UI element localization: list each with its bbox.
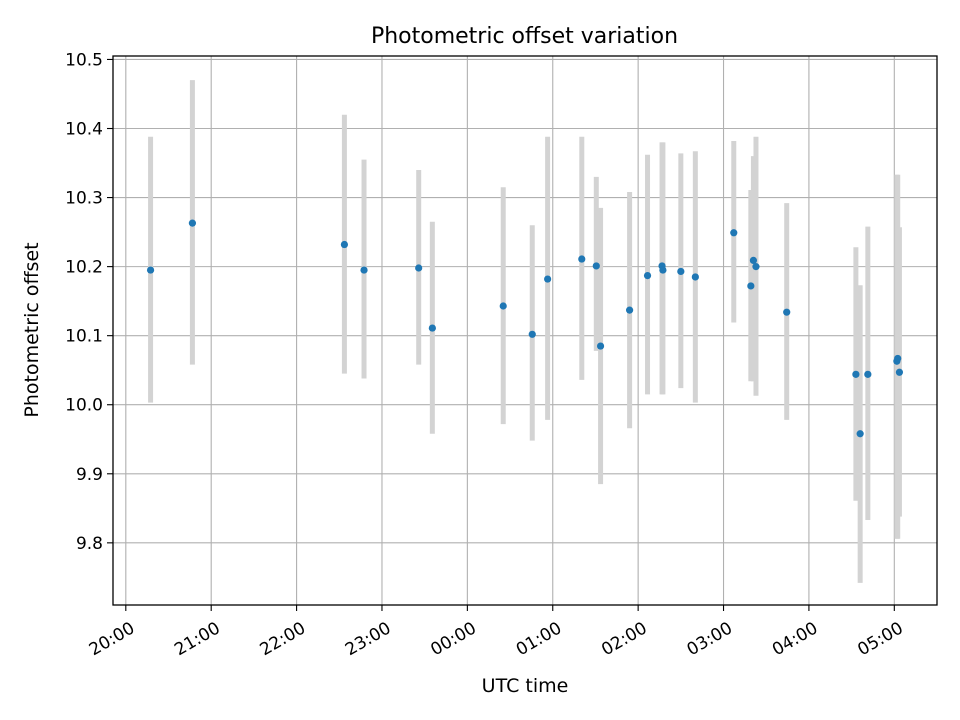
y-axis-ticks: 9.8 9.9 10.0 10.1 10.2 10.3 10.4 10.5 xyxy=(65,50,113,554)
data-point xyxy=(626,306,634,314)
data-point xyxy=(783,308,791,316)
y-axis-label: Photometric offset xyxy=(21,242,43,417)
data-point xyxy=(752,263,760,271)
data-point xyxy=(691,273,699,281)
y-tick-label: 10.3 xyxy=(65,189,103,209)
data-point xyxy=(415,264,423,272)
data-points xyxy=(146,219,904,438)
y-tick-label: 10.1 xyxy=(65,327,103,347)
data-point xyxy=(747,282,755,290)
x-axis-label: UTC time xyxy=(482,675,569,697)
y-tick-label: 10.0 xyxy=(65,396,103,416)
y-tick-label: 10.4 xyxy=(65,120,103,140)
data-point xyxy=(677,267,685,276)
data-point xyxy=(360,266,368,274)
y-tick-label: 9.9 xyxy=(76,465,103,485)
data-point xyxy=(592,262,600,270)
data-point xyxy=(544,275,552,283)
data-point xyxy=(895,368,904,376)
data-point xyxy=(528,330,536,338)
data-point xyxy=(596,342,605,350)
y-tick-label: 9.8 xyxy=(76,534,103,554)
data-point xyxy=(499,302,507,310)
data-point xyxy=(146,266,155,274)
data-point xyxy=(643,272,652,280)
data-point xyxy=(856,430,864,438)
plot-frame xyxy=(112,55,938,606)
chart-title: Photometric offset variation xyxy=(371,24,678,49)
data-point xyxy=(188,219,197,227)
data-point xyxy=(428,324,436,332)
data-point xyxy=(340,240,349,249)
data-point xyxy=(578,255,586,263)
data-point xyxy=(659,266,667,274)
data-point xyxy=(864,370,872,378)
data-point xyxy=(749,256,758,265)
y-tick-label: 10.5 xyxy=(65,50,103,70)
data-point xyxy=(852,370,860,378)
data-point xyxy=(894,354,902,363)
y-tick-label: 10.2 xyxy=(65,258,103,278)
grid xyxy=(113,56,937,605)
data-point xyxy=(730,229,738,237)
